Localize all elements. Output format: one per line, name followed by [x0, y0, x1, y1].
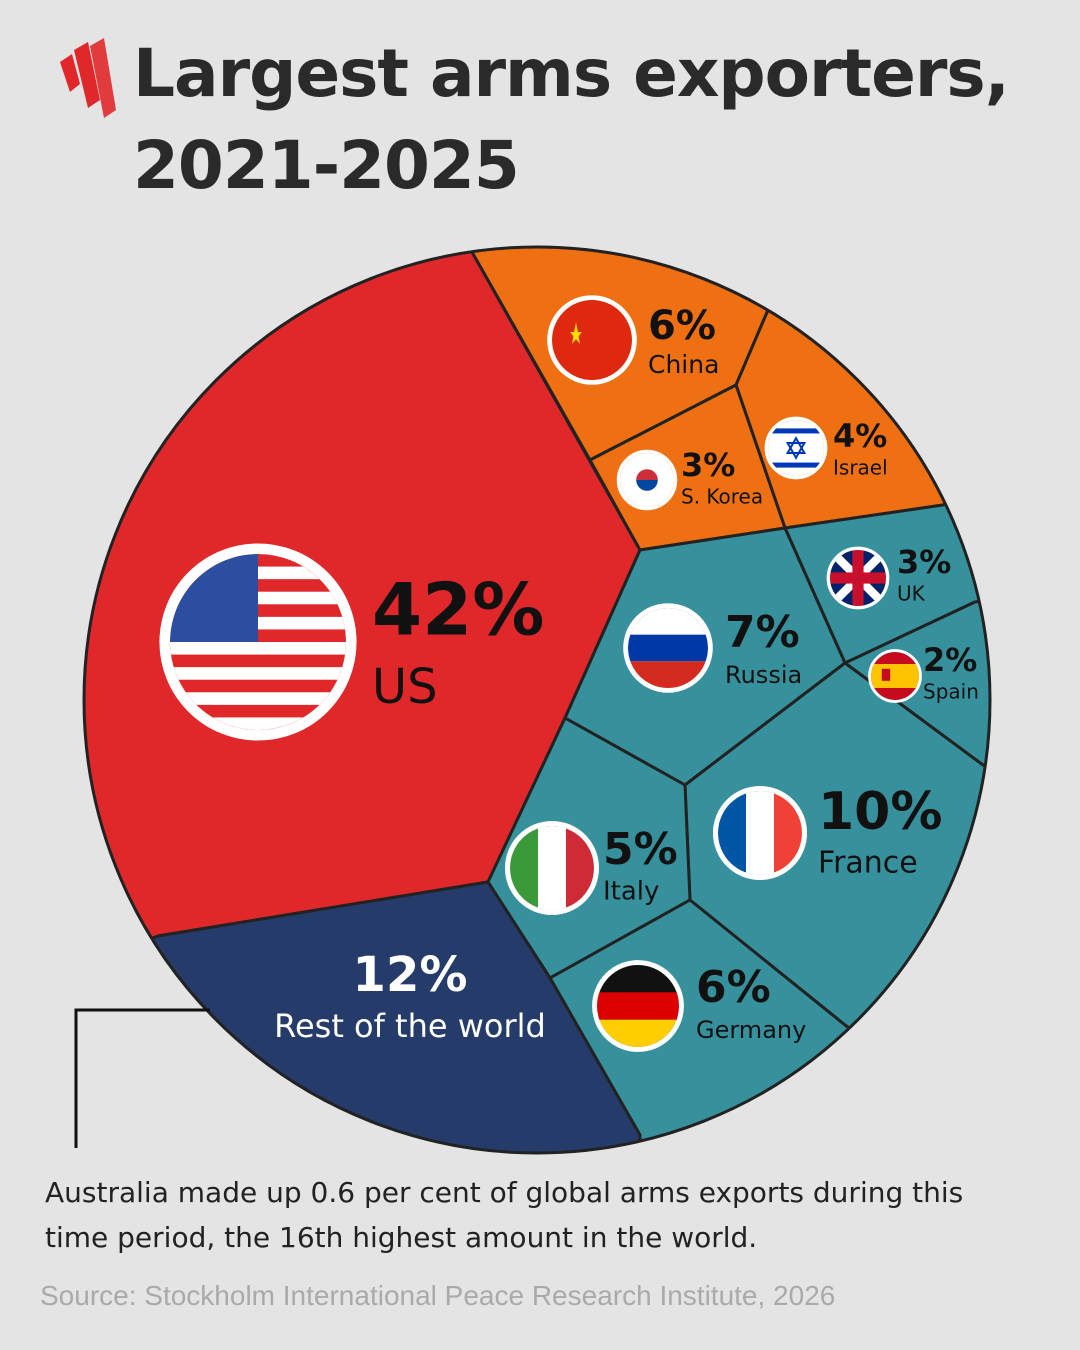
- value-label: 2%: [923, 641, 977, 679]
- flag-border: [868, 649, 922, 703]
- value-label: 5%: [603, 824, 678, 875]
- flag: [597, 965, 679, 1047]
- value-label: 10%: [818, 782, 942, 842]
- category-label: S. Korea: [681, 485, 763, 509]
- value-label: 6%: [648, 303, 716, 349]
- category-label: US: [372, 659, 438, 715]
- flag-stripe: [768, 428, 824, 434]
- flag-stripe: [597, 992, 679, 1020]
- flag-border: [159, 543, 357, 741]
- flag: [871, 652, 919, 700]
- flag-stripe: [170, 654, 346, 668]
- flag: [552, 300, 632, 380]
- value-label: 3%: [681, 446, 735, 484]
- category-label: Israel: [833, 456, 888, 480]
- flag-star: [785, 436, 807, 455]
- category-label: France: [818, 846, 918, 881]
- flag-border: [547, 295, 637, 385]
- flag-border: [592, 960, 684, 1052]
- category-label: UK: [897, 582, 926, 606]
- flag-field: [552, 300, 632, 380]
- flag-emblem: [881, 668, 891, 681]
- flag: [620, 453, 674, 507]
- category-label: China: [648, 350, 719, 379]
- flag: [170, 554, 346, 730]
- value-label: 12%: [353, 947, 468, 1003]
- flag: [718, 791, 802, 875]
- value-label: 4%: [833, 417, 887, 455]
- flag-stripe: [768, 462, 824, 468]
- value-label: 6%: [696, 962, 771, 1013]
- callout-line: [74, 1008, 210, 1148]
- annotation: Australia made up 0.6 per cent of global…: [45, 1176, 964, 1254]
- flag: [768, 420, 824, 476]
- flag-border: [712, 785, 808, 881]
- category-label: Italy: [603, 877, 659, 907]
- value-label: 3%: [897, 543, 951, 581]
- flag-star: [785, 441, 807, 460]
- value-label: 7%: [725, 607, 800, 658]
- flag-taeguk: [636, 469, 658, 480]
- category-label: Rest of the world: [274, 1007, 546, 1045]
- flag-border: [504, 820, 600, 916]
- outline: [82, 245, 992, 1155]
- flag: [628, 608, 708, 688]
- flag-stripe: [170, 679, 346, 693]
- flag-border: [616, 449, 678, 511]
- chart-title: Largest arms exporters, 2021-2025: [133, 35, 1010, 204]
- flag-stripe: [628, 634, 708, 662]
- cell: [683, 661, 990, 1153]
- flag-cross: [852, 550, 864, 606]
- category-label: Spain: [923, 680, 979, 704]
- category-label: Germany: [696, 1016, 806, 1044]
- flag-border: [826, 546, 890, 610]
- category-label: Russia: [725, 661, 802, 689]
- flag-border: [764, 416, 828, 480]
- flag-taeguk: [636, 480, 658, 491]
- flag-star: [570, 322, 582, 344]
- flag-border: [623, 603, 713, 693]
- flag: [510, 826, 594, 910]
- value-label: 42%: [372, 568, 544, 652]
- flag: [830, 550, 886, 606]
- flag-stripe: [170, 704, 346, 718]
- flag-stripe: [871, 664, 919, 688]
- logo: [60, 38, 116, 118]
- source: Source: Stockholm International Peace Re…: [40, 1280, 836, 1311]
